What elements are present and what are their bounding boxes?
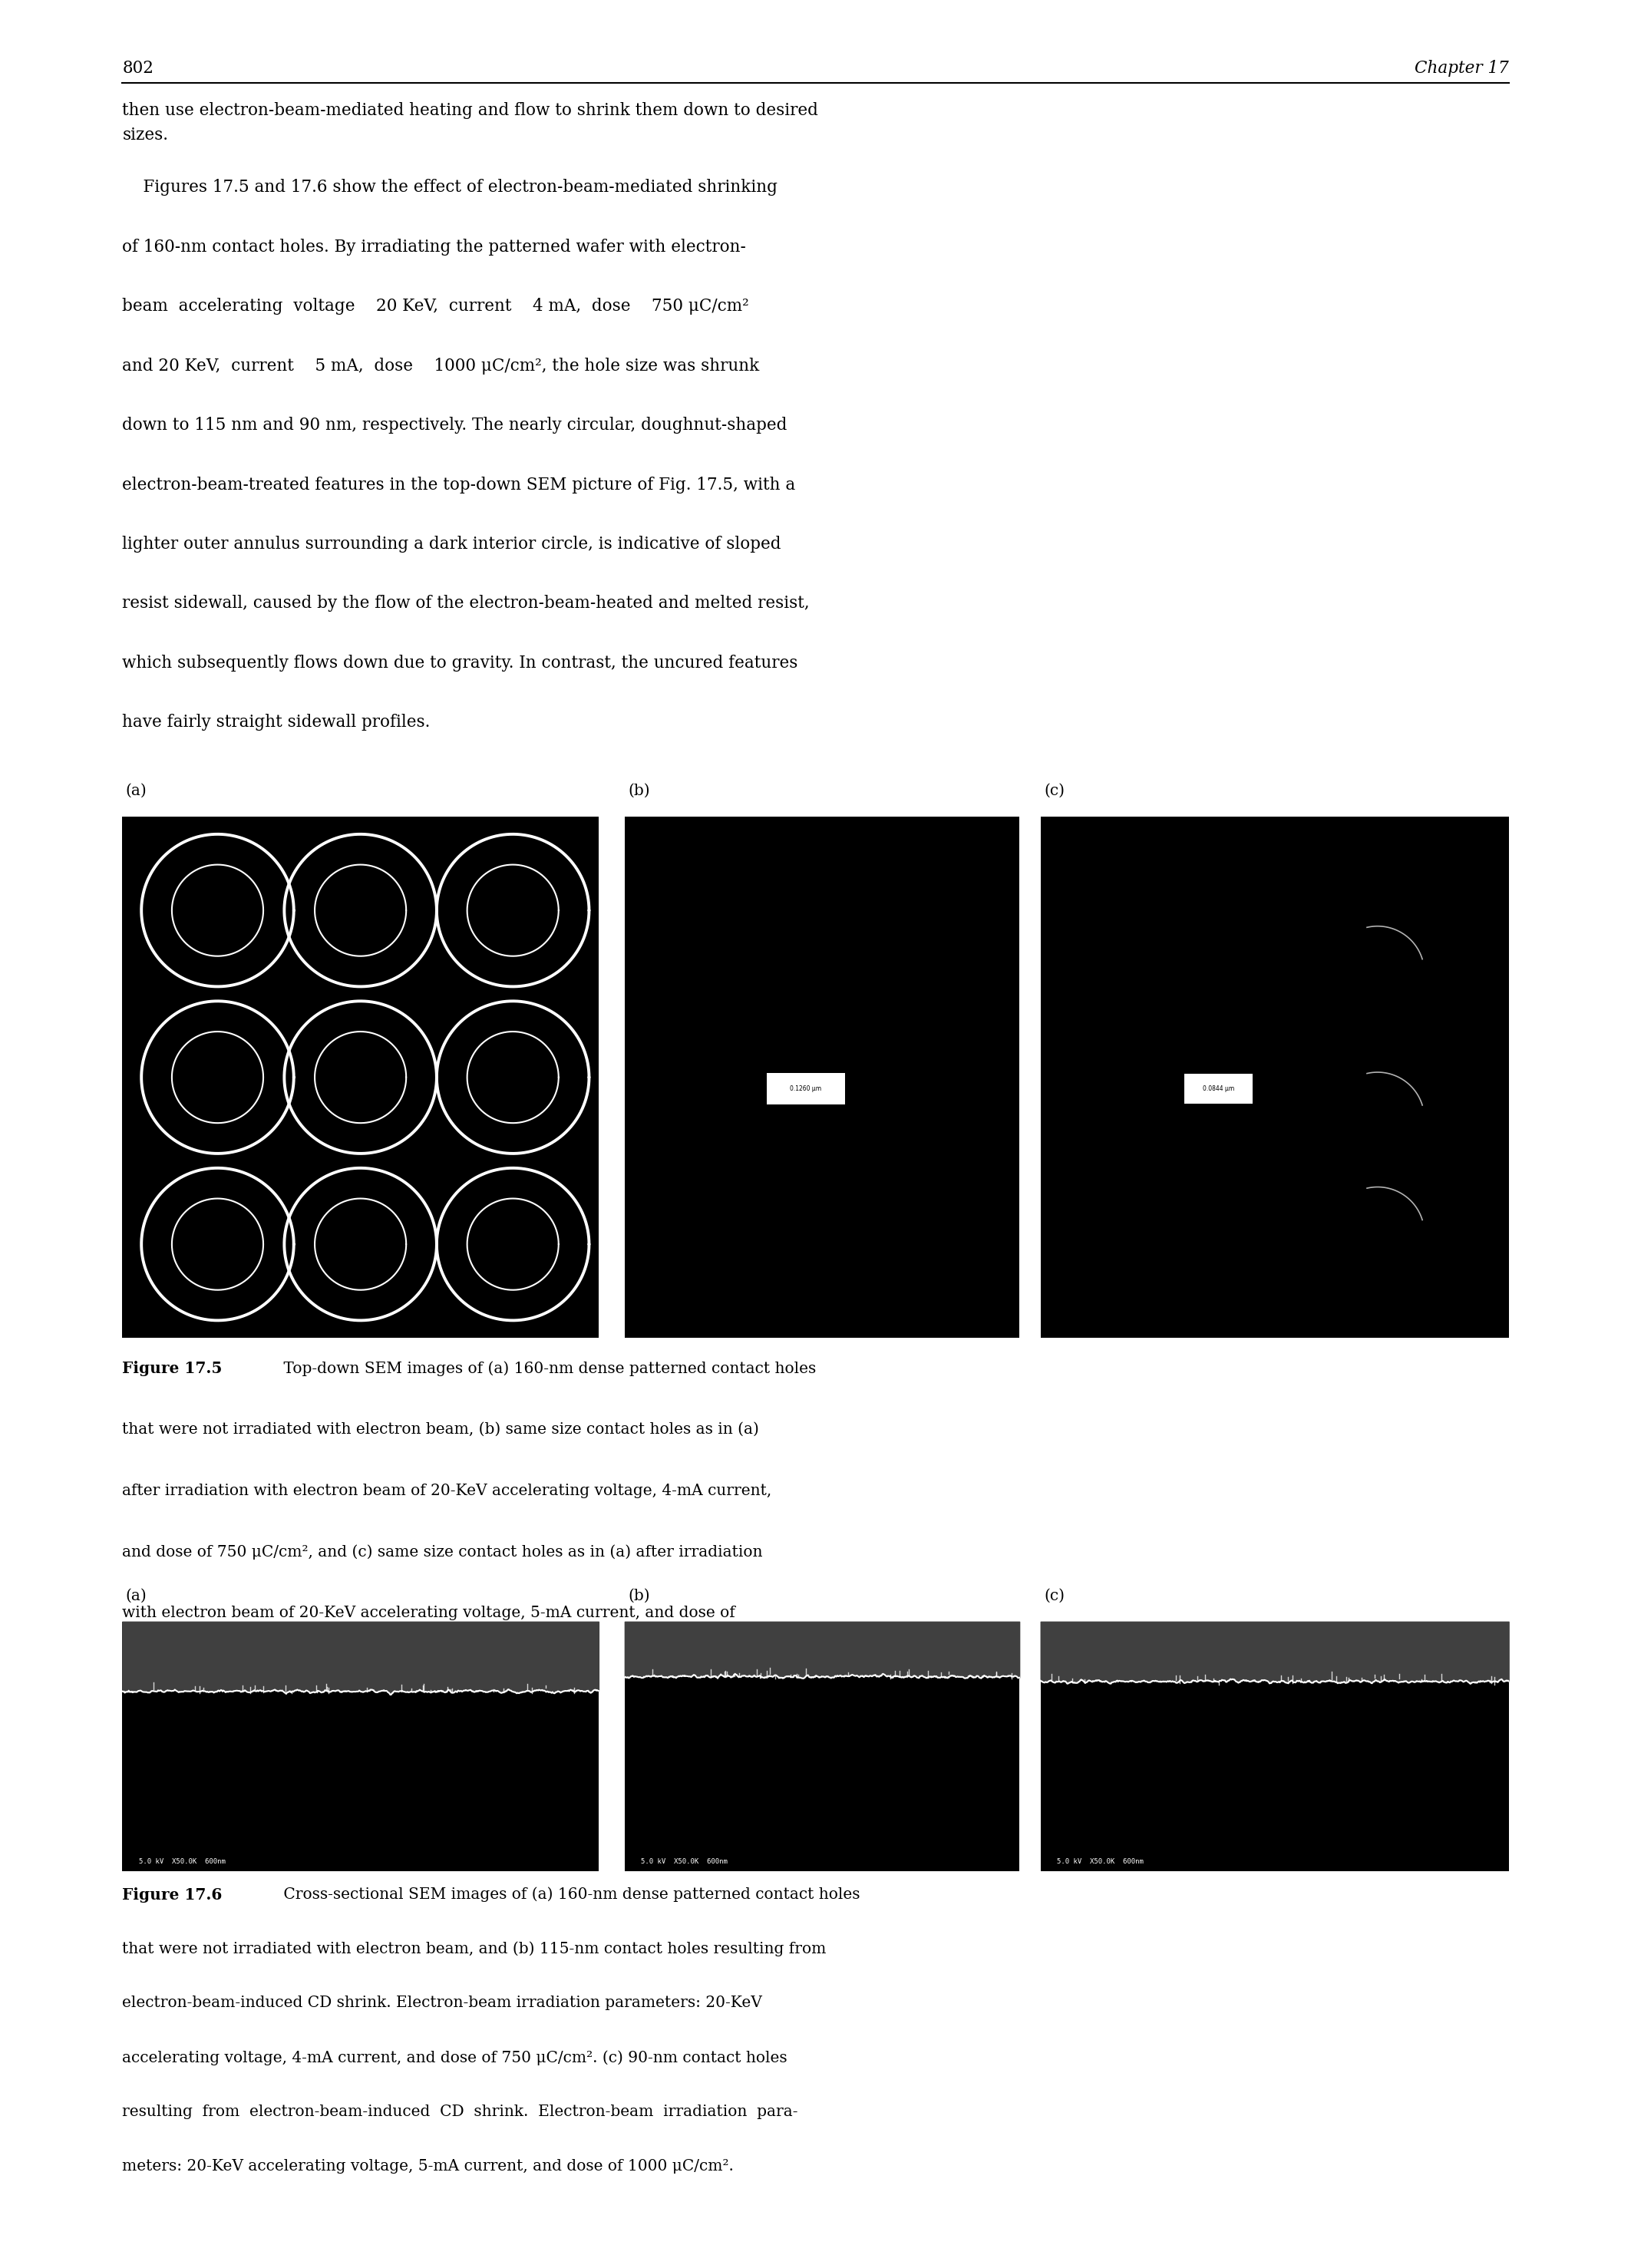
Text: Chapter 17: Chapter 17: [1414, 61, 1509, 77]
Bar: [1184, 1073, 1253, 1102]
Bar: [122, 1622, 599, 1871]
Text: Figures 17.5 and 17.6 show the effect of electron-beam-mediated shrinking: Figures 17.5 and 17.6 show the effect of…: [122, 179, 778, 195]
Bar: [122, 816, 599, 1338]
Text: electron-beam-treated features in the top-down SEM picture of Fig. 17.5, with a: electron-beam-treated features in the to…: [122, 476, 796, 492]
Text: Top-down SEM images of (a) 160-nm dense patterned contact holes: Top-down SEM images of (a) 160-nm dense …: [279, 1361, 817, 1377]
Bar: [1041, 816, 1509, 1338]
Text: (b): (b): [628, 1590, 649, 1603]
Bar: [625, 816, 1019, 1338]
Bar: [625, 1622, 1019, 1871]
Text: Figure 17.5: Figure 17.5: [122, 1361, 222, 1377]
Text: of 160-nm contact holes. By irradiating the patterned wafer with electron-: of 160-nm contact holes. By irradiating …: [122, 238, 747, 256]
Text: 5.0 kV  X50.0K  600nm: 5.0 kV X50.0K 600nm: [641, 1857, 727, 1864]
Bar: [1041, 1622, 1509, 1871]
Text: electron-beam-induced CD shrink. Electron-beam irradiation parameters: 20-KeV: electron-beam-induced CD shrink. Electro…: [122, 1996, 762, 2009]
Text: down to 115 nm and 90 nm, respectively. The nearly circular, doughnut-shaped: down to 115 nm and 90 nm, respectively. …: [122, 417, 788, 433]
Text: which subsequently flows down due to gravity. In contrast, the uncured features: which subsequently flows down due to gra…: [122, 655, 798, 671]
Text: that were not irradiated with electron beam, and (b) 115-nm contact holes result: that were not irradiated with electron b…: [122, 1941, 827, 1957]
Text: (a): (a): [126, 785, 147, 798]
Text: (b): (b): [628, 785, 649, 798]
Text: lighter outer annulus surrounding a dark interior circle, is indicative of slope: lighter outer annulus surrounding a dark…: [122, 535, 781, 553]
Text: 0.1260 μm: 0.1260 μm: [789, 1084, 822, 1093]
Text: after irradiation with electron beam of 20-KeV accelerating voltage, 4-mA curren: after irradiation with electron beam of …: [122, 1483, 771, 1497]
Text: beam  accelerating  voltage    20 KeV,  current    4 mA,  dose    750 μC/cm²: beam accelerating voltage 20 KeV, curren…: [122, 297, 749, 315]
Text: 1000 μC/cm².: 1000 μC/cm².: [122, 1667, 228, 1681]
Text: resulting  from  electron-beam-induced  CD  shrink.  Electron-beam  irradiation : resulting from electron-beam-induced CD …: [122, 2105, 798, 2118]
Text: accelerating voltage, 4-mA current, and dose of 750 μC/cm². (c) 90-nm contact ho: accelerating voltage, 4-mA current, and …: [122, 2050, 788, 2066]
Text: (a): (a): [126, 1590, 147, 1603]
Text: meters: 20-KeV accelerating voltage, 5-mA current, and dose of 1000 μC/cm².: meters: 20-KeV accelerating voltage, 5-m…: [122, 2159, 734, 2173]
Bar: [767, 1073, 845, 1105]
Text: (c): (c): [1044, 785, 1065, 798]
Text: and dose of 750 μC/cm², and (c) same size contact holes as in (a) after irradiat: and dose of 750 μC/cm², and (c) same siz…: [122, 1545, 763, 1560]
Text: 5.0 kV  X50.0K  600nm: 5.0 kV X50.0K 600nm: [1057, 1857, 1143, 1864]
Text: 802: 802: [122, 61, 153, 77]
Text: 0.0844 μm: 0.0844 μm: [1202, 1084, 1235, 1093]
Text: and 20 KeV,  current    5 mA,  dose    1000 μC/cm², the hole size was shrunk: and 20 KeV, current 5 mA, dose 1000 μC/c…: [122, 358, 760, 374]
Text: then use electron-beam-mediated heating and flow to shrink them down to desired
: then use electron-beam-mediated heating …: [122, 102, 819, 143]
Text: resist sidewall, caused by the flow of the electron-beam-heated and melted resis: resist sidewall, caused by the flow of t…: [122, 594, 809, 612]
Text: 5.0 kV  X50.0K  600nm: 5.0 kV X50.0K 600nm: [139, 1857, 225, 1864]
Text: Figure 17.6: Figure 17.6: [122, 1887, 222, 1903]
Text: (c): (c): [1044, 1590, 1065, 1603]
Text: Cross-sectional SEM images of (a) 160-nm dense patterned contact holes: Cross-sectional SEM images of (a) 160-nm…: [279, 1887, 860, 1903]
Text: with electron beam of 20-KeV accelerating voltage, 5-mA current, and dose of: with electron beam of 20-KeV acceleratin…: [122, 1606, 736, 1619]
Text: that were not irradiated with electron beam, (b) same size contact holes as in (: that were not irradiated with electron b…: [122, 1422, 760, 1436]
Text: have fairly straight sidewall profiles.: have fairly straight sidewall profiles.: [122, 714, 431, 730]
